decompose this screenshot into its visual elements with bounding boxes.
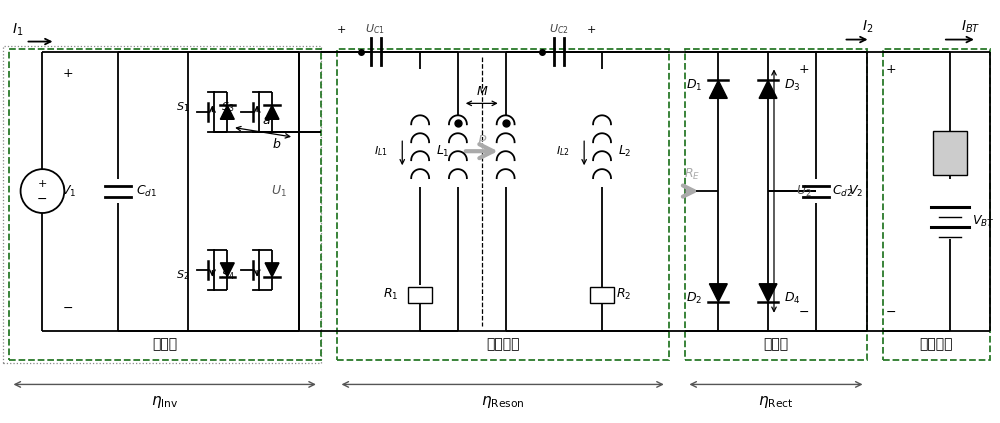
Text: $U_{C2}$: $U_{C2}$ [549,23,569,36]
Text: $D_4$: $D_4$ [784,291,801,306]
Text: $M$: $M$ [476,85,488,98]
Text: −: − [799,306,809,319]
Text: $C_{d2}$: $C_{d2}$ [832,184,853,199]
Text: −: − [37,192,48,206]
Text: $R_1$: $R_1$ [383,287,398,302]
Text: 谐振网络: 谐振网络 [486,338,519,352]
Text: $S_4$: $S_4$ [221,268,234,282]
Text: −: − [63,302,74,315]
Text: +: + [886,63,897,76]
Text: $\eta_{\mathrm{Inv}}$: $\eta_{\mathrm{Inv}}$ [151,394,178,410]
Text: +: + [63,67,74,80]
Polygon shape [759,284,777,302]
Polygon shape [220,263,234,277]
Text: $U_2$: $U_2$ [796,184,812,199]
Text: $I_{L1}$: $I_{L1}$ [374,144,388,158]
Polygon shape [265,263,279,277]
Text: $I_1$: $I_1$ [12,22,23,38]
Text: a: a [262,114,270,127]
Text: $V_2$: $V_2$ [848,184,863,199]
Text: $\eta_{\mathrm{Reson}}$: $\eta_{\mathrm{Reson}}$ [481,394,524,410]
Text: $R_E$: $R_E$ [684,167,701,181]
Polygon shape [220,105,234,119]
Text: $R_2$: $R_2$ [616,287,631,302]
Text: +: + [337,25,346,35]
Text: b: b [272,138,280,151]
Polygon shape [759,80,777,99]
Bar [590,287,614,303]
Text: −: − [886,306,897,319]
Text: $S_2$: $S_2$ [176,268,190,282]
Text: $D_1$: $D_1$ [686,78,702,93]
Text: $L_1$: $L_1$ [436,144,450,159]
Text: $U_{C1}$: $U_{C1}$ [365,23,384,36]
Text: +: + [586,25,596,35]
Text: $D_2$: $D_2$ [686,291,702,306]
Text: $I_2$: $I_2$ [862,19,873,35]
Text: $U_1$: $U_1$ [271,184,287,199]
Text: $C_{d1}$: $C_{d1}$ [136,184,157,199]
Polygon shape [709,284,727,302]
Text: $L_2$: $L_2$ [618,144,632,159]
Text: $R_{BT}$: $R_{BT}$ [940,146,960,160]
Text: 整流器: 整流器 [763,338,789,352]
Text: +: + [799,63,809,76]
Text: $\eta_{\mathrm{Rect}}$: $\eta_{\mathrm{Rect}}$ [758,394,794,410]
Polygon shape [265,105,279,119]
Text: $D_3$: $D_3$ [784,78,800,93]
Text: $S_1$: $S_1$ [176,100,190,114]
Text: $V_{BT}$: $V_{BT}$ [972,214,994,228]
Text: $P$: $P$ [477,134,487,148]
Text: $S_3$: $S_3$ [221,100,234,114]
Text: $I_{L2}$: $I_{L2}$ [556,144,570,158]
Bar [933,131,967,175]
Polygon shape [709,80,727,99]
Text: $I_{BT}$: $I_{BT}$ [961,19,980,35]
Text: 蓄电池组: 蓄电池组 [920,338,953,352]
Text: +: + [38,179,47,189]
Text: $V_1$: $V_1$ [61,184,76,199]
Bar [408,287,432,303]
Text: 逆变器: 逆变器 [152,338,177,352]
